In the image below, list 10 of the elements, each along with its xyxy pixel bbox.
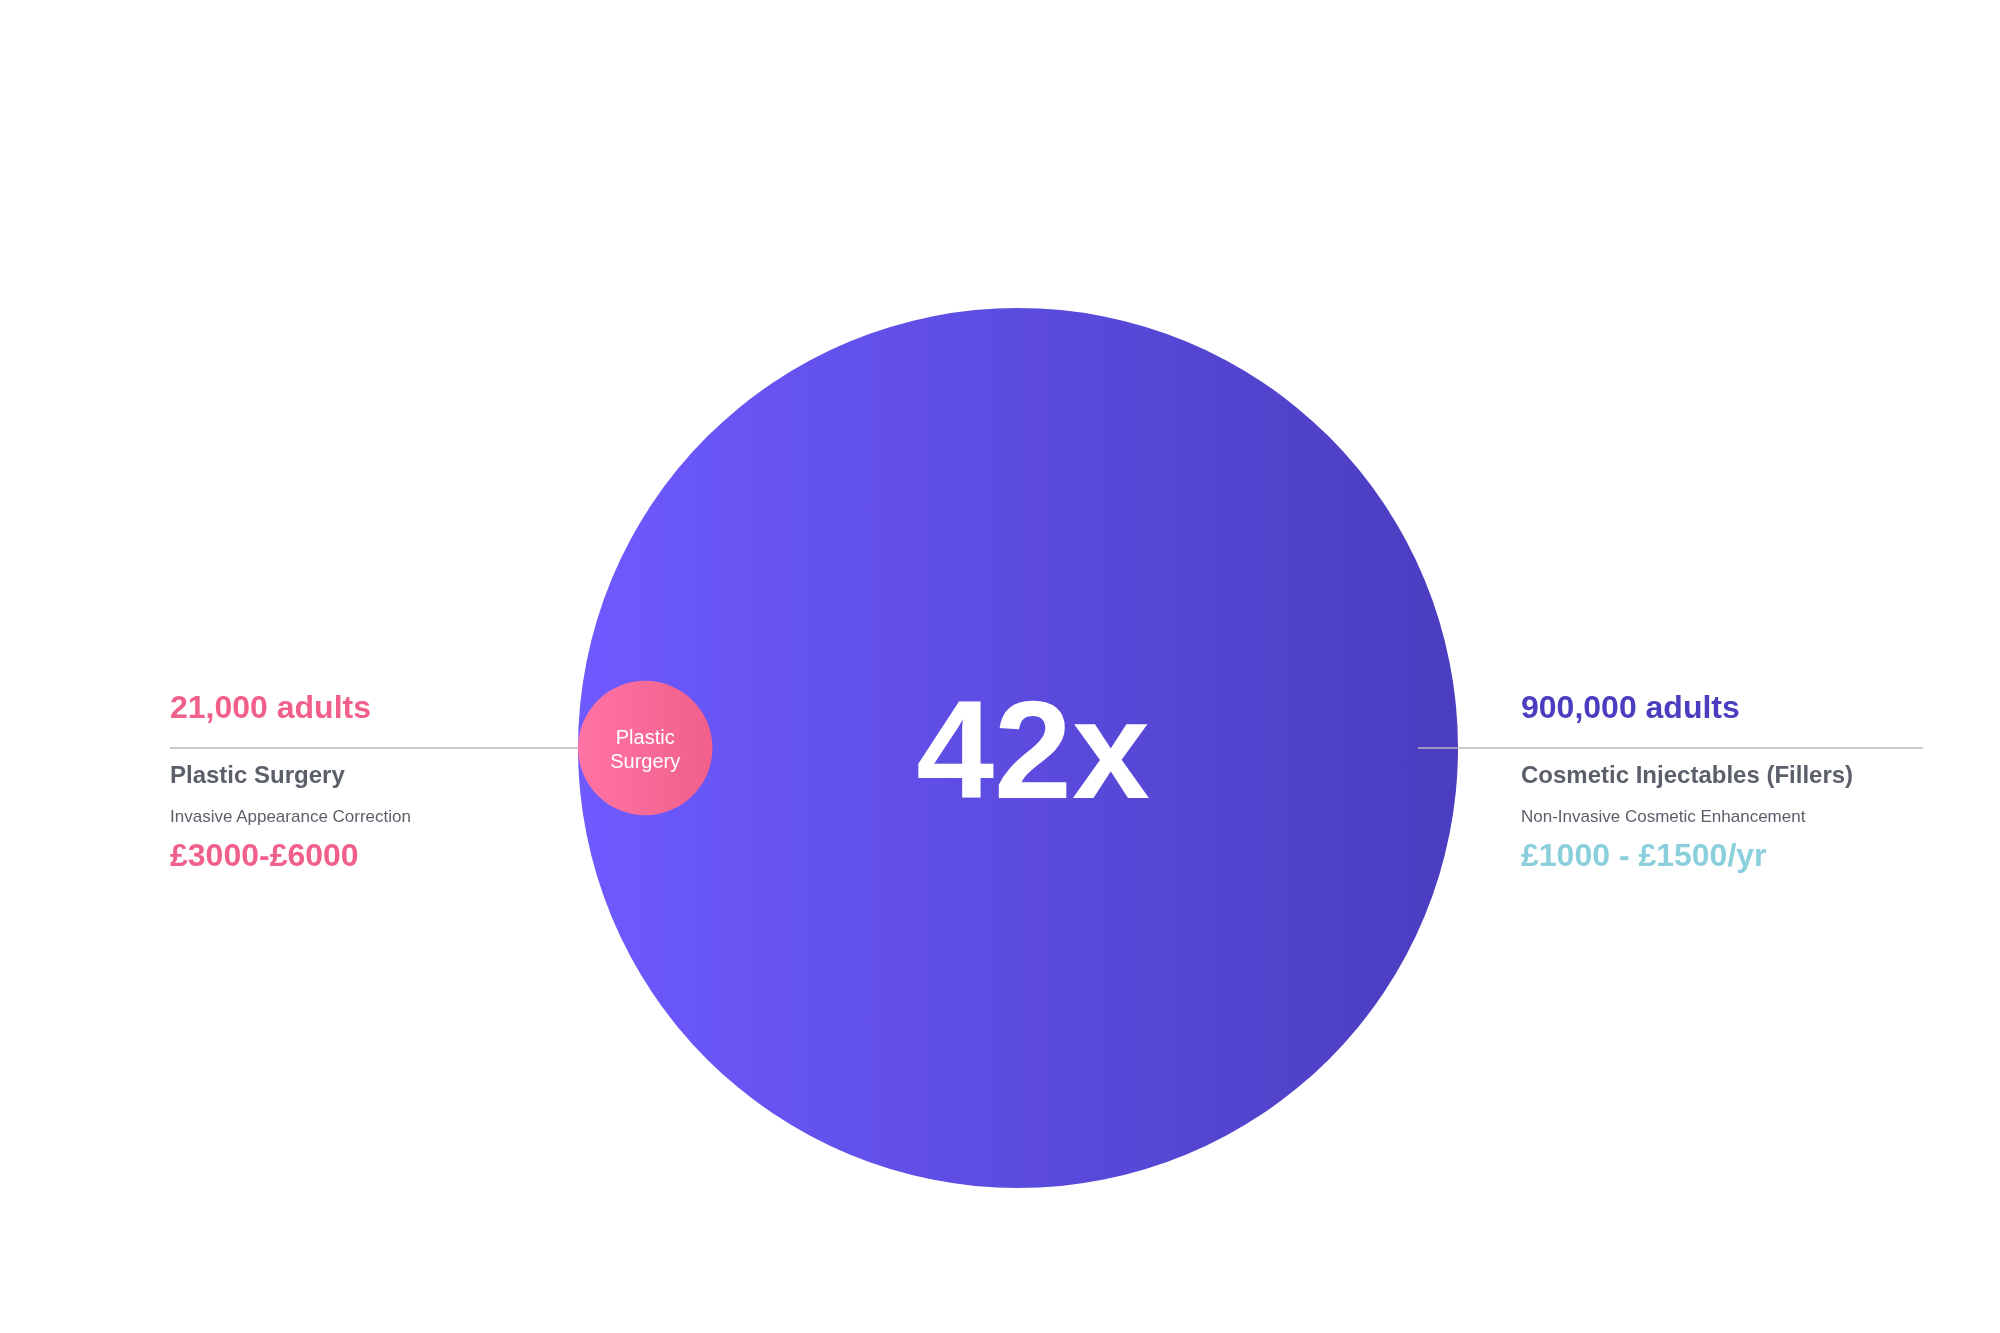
text: 42x <box>916 671 1150 828</box>
text: Invasive Appearance Correction <box>170 807 411 826</box>
category-label: Plastic Surgery <box>170 761 345 788</box>
category-label: Cosmetic Injectables (Fillers) <box>1521 761 1854 788</box>
text: Non-Invasive Cosmetic Enhancement <box>1521 807 1806 826</box>
category-label: Plastic Surgery <box>610 726 681 772</box>
data-label: 900,000 adults <box>1521 689 1740 725</box>
text: £3000-£6000 <box>170 837 359 873</box>
data-label: 21,000 adults <box>170 689 371 725</box>
text: £1000 - £1500/yr <box>1521 837 1767 873</box>
